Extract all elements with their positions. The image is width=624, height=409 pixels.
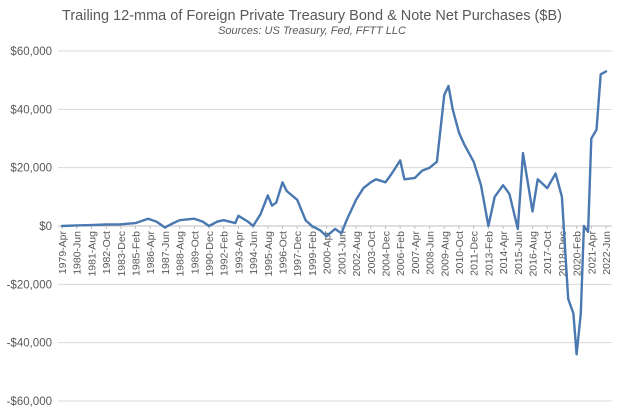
x-tick-label: 2001-Jun [336,231,348,275]
x-tick-label: 1997-Dec [292,231,304,277]
y-tick-label: -$60,000 [7,396,52,408]
x-tick-label: 2002-Aug [351,231,363,277]
x-tick-label: 1986-Apr [145,231,157,275]
x-tick-label: 2017-Oct [542,231,554,274]
x-tick-label: 2000-Apr [322,231,334,275]
x-tick-label: 1985-Feb [131,231,143,276]
x-tick-label: 2006-Feb [395,231,407,276]
x-tick-label: 2011-Dec [469,231,481,276]
x-tick-label: 1980-Jun [72,231,84,275]
y-tick-label: -$20,000 [7,279,52,291]
x-tick-label: 1987-Jun [160,231,172,275]
y-tick-label: $40,000 [10,104,52,116]
x-tick-label: 2010-Oct [454,231,466,274]
x-tick-label: 2014-Apr [498,231,510,275]
x-tick-label: 1999-Feb [307,231,319,276]
y-tick-label: $0 [39,221,52,233]
x-tick-label: 1990-Dec [204,231,216,277]
x-tick-label: 1996-Oct [278,231,290,274]
x-tick-label: 1989-Oct [189,231,201,274]
x-tick-label: 2007-Apr [410,231,422,275]
x-tick-label: 2020-Feb [572,231,584,276]
x-tick-label: 2003-Oct [366,231,378,274]
x-tick-label: 2013-Feb [483,231,495,276]
y-tick-label: $20,000 [10,163,52,175]
x-tick-label: 1979-Apr [57,231,69,275]
x-tick-label: 1981-Aug [86,231,98,277]
x-tick-label: 1983-Dec [116,231,128,277]
series-line [60,70,608,356]
x-tick-label: 1994-Jun [248,231,260,275]
x-tick-label: 2009-Aug [439,231,451,277]
y-tick-label: -$40,000 [7,338,52,350]
x-tick-label: 1982-Oct [101,231,113,274]
chart-subtitle: Sources: US Treasury, Fed, FFTT LLC [218,25,406,37]
x-tick-label: 2016-Aug [527,231,539,277]
x-tick-label: 2021-Apr [586,231,598,275]
x-tick-label: 1993-Apr [233,231,245,275]
x-tick-label: 1995-Aug [263,231,275,277]
x-tick-label: 2022-Jun [601,231,613,275]
x-tick-label: 2004-Dec [380,231,392,277]
y-tick-label: $60,000 [10,46,52,58]
x-tick-label: 2008-Jun [425,231,437,275]
chart-title: Trailing 12-mma of Foreign Private Treas… [62,8,562,24]
x-tick-label: 1988-Aug [175,231,187,277]
x-tick-label: 2015-Jun [513,231,525,275]
x-tick-label: 1992-Feb [219,231,231,276]
